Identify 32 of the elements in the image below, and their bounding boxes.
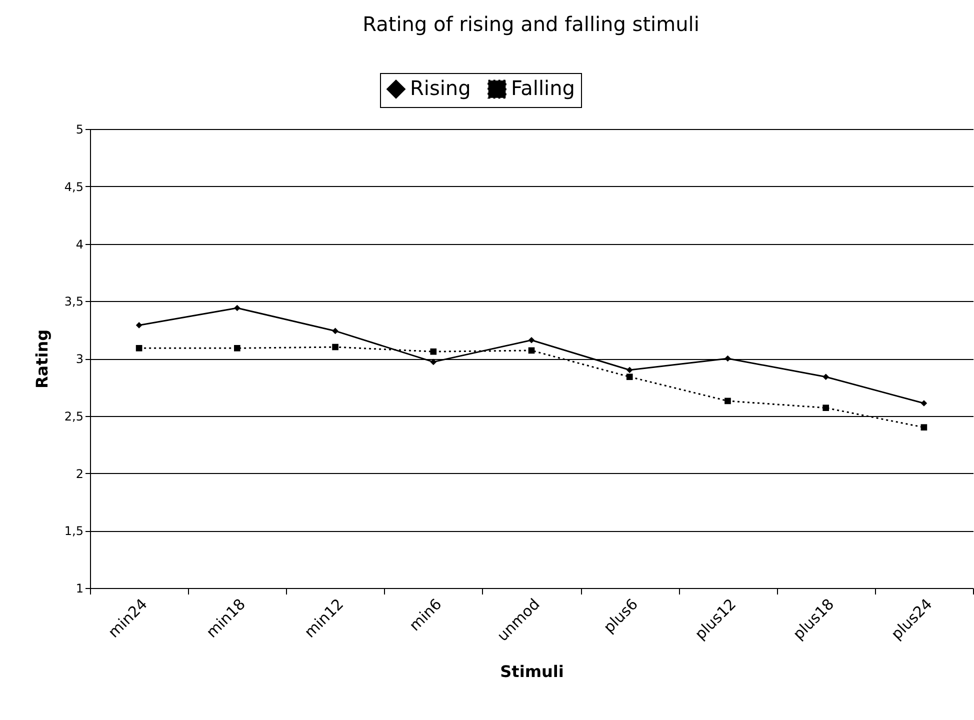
point bbox=[234, 304, 240, 312]
point bbox=[528, 347, 535, 354]
point bbox=[430, 348, 437, 355]
y-tick-label: 4,5 bbox=[64, 180, 84, 194]
y-tick-label: 5 bbox=[76, 122, 84, 136]
y-tick-label: 2,5 bbox=[64, 409, 84, 424]
point bbox=[626, 366, 633, 374]
point bbox=[626, 374, 633, 380]
legend-label: Falling bbox=[511, 76, 575, 100]
y-tick-label: 3,5 bbox=[64, 294, 84, 309]
legend-label: Rising bbox=[410, 76, 471, 100]
y-tick-label: 4 bbox=[76, 237, 84, 252]
point bbox=[724, 355, 731, 362]
point bbox=[430, 358, 437, 366]
x-axis-title: Stimuli bbox=[500, 662, 564, 682]
point bbox=[822, 404, 829, 412]
point bbox=[332, 328, 338, 334]
y-tick-label: 1 bbox=[76, 582, 84, 596]
point bbox=[234, 345, 240, 352]
point bbox=[136, 345, 142, 352]
point bbox=[332, 344, 338, 350]
point bbox=[136, 322, 142, 328]
y-tick-label: 3 bbox=[76, 352, 84, 366]
chart-title: Rating of rising and falling stimuli bbox=[362, 12, 700, 36]
point bbox=[822, 374, 829, 380]
point bbox=[920, 400, 928, 406]
y-tick-label: 1,5 bbox=[64, 524, 84, 538]
y-axis-title: Rating bbox=[32, 329, 52, 389]
y-tick-label: 2 bbox=[76, 466, 84, 481]
point bbox=[528, 336, 535, 344]
point bbox=[724, 398, 731, 404]
point bbox=[920, 424, 928, 431]
